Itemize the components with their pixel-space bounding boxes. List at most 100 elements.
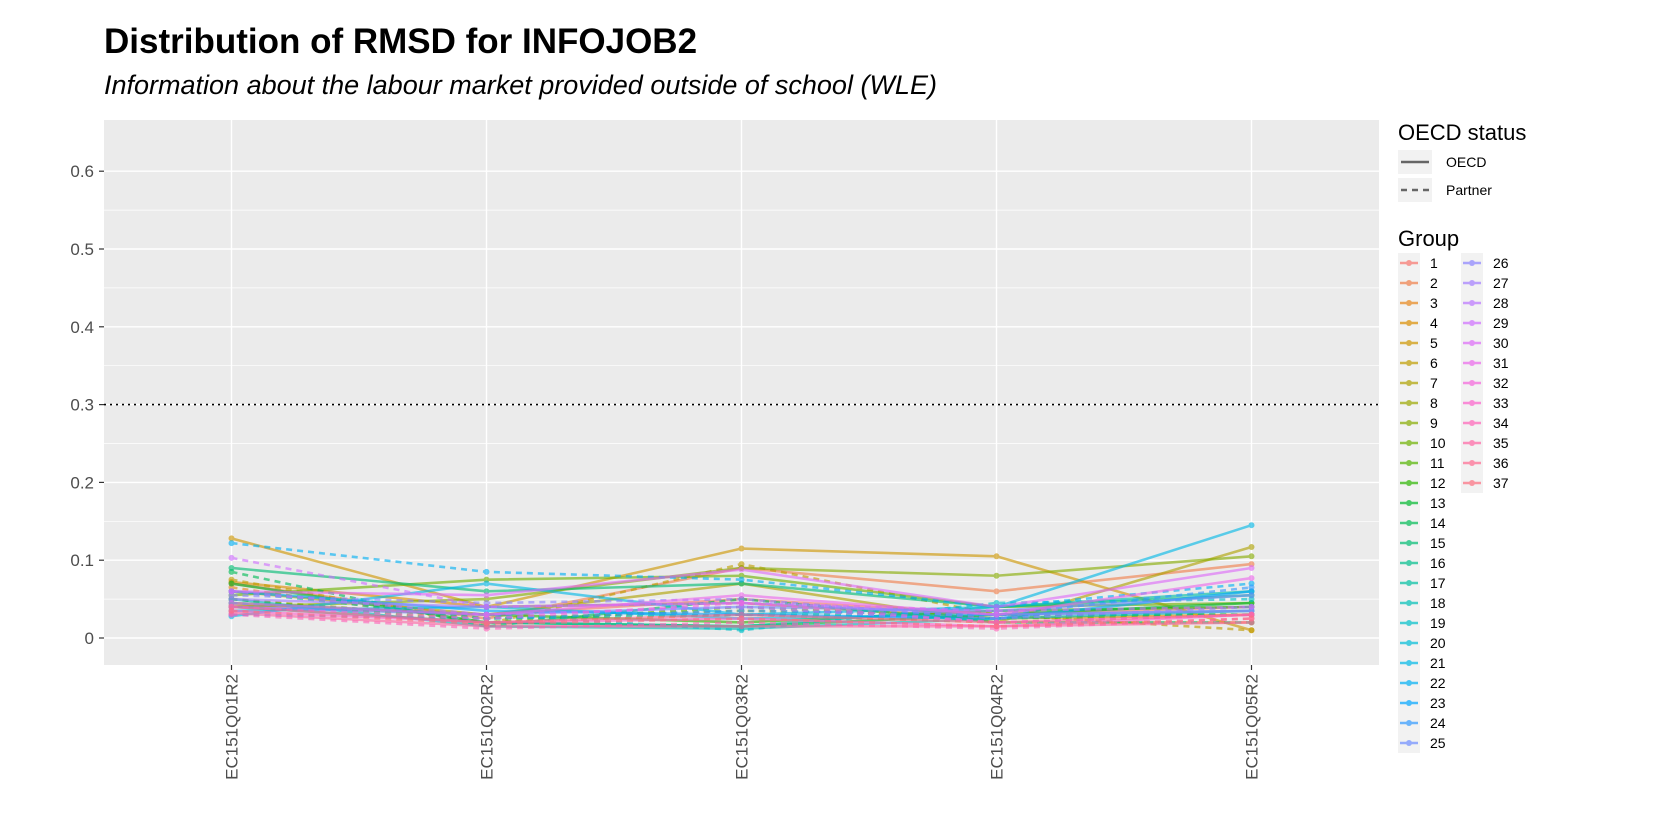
legend-label-group: 3	[1430, 295, 1438, 311]
data-point-30	[1248, 564, 1255, 571]
legend-swatch-point	[1406, 580, 1412, 586]
legend-swatch-11	[1400, 460, 1418, 466]
data-point-29	[483, 603, 490, 610]
legend-swatch-point	[1469, 460, 1475, 466]
legend-swatch-20	[1400, 640, 1418, 646]
y-axis: 0 0.1 0.2 0.3 0.4 0.5 0.6	[70, 162, 104, 648]
legend-swatch-30	[1463, 340, 1481, 346]
legend-swatch-point	[1469, 380, 1475, 386]
data-point-37	[483, 620, 490, 627]
data-point-37	[228, 607, 235, 614]
legend-swatch-1	[1400, 260, 1418, 266]
data-point-5	[993, 553, 1000, 560]
legend-swatch-point	[1406, 620, 1412, 626]
legend-label-group: 26	[1493, 255, 1509, 271]
legend-swatch-point	[1406, 480, 1412, 486]
data-point-31	[1248, 575, 1255, 582]
x-tick-label: EC151Q02R2	[478, 674, 497, 780]
legend-swatch-point	[1406, 640, 1412, 646]
legend-swatch-point	[1406, 500, 1412, 506]
legend-swatch-point	[1469, 340, 1475, 346]
legend-swatch-point	[1406, 320, 1412, 326]
legend-label-group: 16	[1430, 555, 1446, 571]
legend-label-group: 18	[1430, 595, 1446, 611]
legend-swatch-26	[1463, 260, 1481, 266]
legend-swatch-point	[1406, 300, 1412, 306]
y-tick-label: 0.1	[70, 551, 94, 570]
legend-label-group: 11	[1430, 455, 1445, 471]
legend-label-group: 15	[1430, 535, 1446, 551]
legend-swatch-point	[1406, 420, 1412, 426]
y-tick-label: 0.4	[70, 318, 94, 337]
legend-swatch-28	[1463, 300, 1481, 306]
legend-label-group: 14	[1430, 515, 1446, 531]
data-point-21	[483, 580, 490, 587]
legend-swatch-24	[1400, 720, 1418, 726]
legend-swatch-point	[1406, 680, 1412, 686]
legend-swatch-point	[1406, 740, 1412, 746]
legend-label-group: 5	[1430, 335, 1438, 351]
legend-label-group: 10	[1430, 435, 1446, 451]
legend-label-oecd: OECD	[1446, 154, 1486, 170]
data-point-21	[1248, 522, 1255, 529]
legend-swatch-3	[1400, 300, 1418, 306]
data-point-37	[1248, 615, 1255, 622]
legend-swatch-22	[1400, 680, 1418, 686]
legend-swatch-18	[1400, 600, 1418, 606]
legend-swatch-12	[1400, 480, 1418, 486]
series-layer	[228, 522, 1255, 634]
data-point-9	[1248, 553, 1255, 560]
legend-swatch-point	[1406, 380, 1412, 386]
legend-swatch-point	[1469, 260, 1475, 266]
data-point-37	[993, 623, 1000, 630]
data-point-30	[993, 603, 1000, 610]
legend-swatch-35	[1463, 440, 1481, 446]
legend-label-partner: Partner	[1446, 182, 1492, 198]
legend-label-group: 23	[1430, 695, 1446, 711]
legend-swatch-29	[1463, 320, 1481, 326]
legend-label-group: 8	[1430, 395, 1438, 411]
legend-label-group: 33	[1493, 395, 1509, 411]
legend-swatch-2	[1400, 280, 1418, 286]
legend-swatch-point	[1406, 340, 1412, 346]
y-tick-label: 0.5	[70, 240, 94, 259]
legend-label-group: 36	[1493, 455, 1509, 471]
legend-label-group: 17	[1430, 575, 1446, 591]
legend-swatch-point	[1469, 280, 1475, 286]
legend-label-group: 24	[1430, 715, 1446, 731]
data-point-25	[1248, 592, 1255, 599]
data-point-15	[228, 564, 235, 571]
legend-swatch-8	[1400, 400, 1418, 406]
legend-label-group: 25	[1430, 735, 1446, 751]
legend-swatch-point	[1406, 440, 1412, 446]
legend-swatch-4	[1400, 320, 1418, 326]
legend-swatch-32	[1463, 380, 1481, 386]
legend-label-group: 32	[1493, 375, 1509, 391]
x-axis: EC151Q01R2 EC151Q02R2 EC151Q03R2 EC151Q04R2…	[223, 665, 1262, 780]
legend-swatch-9	[1400, 420, 1418, 426]
legend-label-group: 6	[1430, 355, 1438, 371]
legend-swatch-point	[1469, 360, 1475, 366]
legend-label-group: 19	[1430, 615, 1446, 631]
chart-subtitle: Information about the labour market prov…	[104, 70, 937, 100]
legend-swatch-point	[1406, 280, 1412, 286]
data-point-22	[738, 576, 745, 583]
legend-swatch-21	[1400, 660, 1418, 666]
legend-swatch-point	[1406, 260, 1412, 266]
legend-swatch-36	[1463, 460, 1481, 466]
legend-swatch-27	[1463, 280, 1481, 286]
legend-swatch-17	[1400, 580, 1418, 586]
legend-swatch-point	[1406, 560, 1412, 566]
legend-label-group: 37	[1493, 475, 1509, 491]
legend-label-group: 28	[1493, 295, 1509, 311]
data-point-29	[1248, 603, 1255, 610]
x-tick-label: EC151Q03R2	[733, 674, 752, 780]
legend-label-group: 31	[1493, 355, 1509, 371]
data-point-35	[738, 623, 745, 630]
legend-swatch-point	[1469, 480, 1475, 486]
legend-label-group: 9	[1430, 415, 1438, 431]
legend-label-group: 22	[1430, 675, 1446, 691]
legend-swatch-19	[1400, 620, 1418, 626]
legend-swatch-point	[1406, 660, 1412, 666]
y-tick-label: 0.3	[70, 396, 94, 415]
